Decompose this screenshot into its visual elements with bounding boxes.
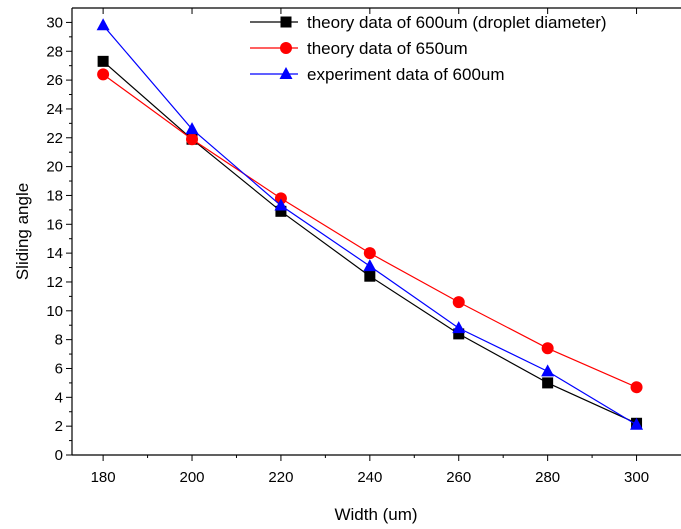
- data-point: [630, 417, 644, 430]
- data-point: [630, 381, 643, 394]
- x-tick-label: 200: [180, 469, 205, 486]
- legend-entry: theory data of 650um: [250, 39, 468, 58]
- x-tick-label: 260: [446, 469, 471, 486]
- data-point: [541, 364, 555, 377]
- x-tick-label: 280: [535, 469, 560, 486]
- data-point: [452, 296, 465, 309]
- plot-frame: [71, 7, 681, 456]
- data-point: [97, 68, 110, 81]
- y-tick-label: 0: [55, 447, 63, 464]
- series-line: [102, 73, 637, 388]
- legend-marker: [280, 42, 292, 54]
- series-1: [97, 55, 643, 429]
- y-tick-label: 20: [46, 159, 63, 176]
- x-axis: 180 200 220 240 260 280 300: [91, 8, 649, 486]
- series-3: [96, 18, 644, 430]
- legend-label: experiment data of 600um: [307, 65, 505, 84]
- legend-entry: theory data of 600um (droplet diameter): [250, 13, 607, 32]
- y-tick-label: 4: [55, 389, 63, 406]
- data-point: [274, 192, 287, 205]
- y-tick-label: 16: [46, 216, 63, 233]
- legend-marker: [280, 16, 292, 28]
- series-layer: [96, 18, 644, 430]
- data-point: [186, 133, 199, 146]
- data-point: [453, 328, 465, 340]
- data-point: [542, 377, 554, 389]
- y-axis-title: Sliding angle: [13, 183, 32, 280]
- y-tick-label: 18: [46, 187, 63, 204]
- y-tick-label: 14: [46, 245, 63, 262]
- y-tick-label: 8: [55, 332, 63, 349]
- x-axis-title: Width (um): [334, 505, 417, 524]
- y-tick-label: 12: [46, 274, 63, 291]
- y-tick-label: 2: [55, 418, 63, 435]
- data-point: [452, 321, 466, 334]
- legend-label: theory data of 600um (droplet diameter): [307, 13, 607, 32]
- y-tick-label: 28: [46, 43, 63, 60]
- series-2: [97, 68, 643, 394]
- y-tick-label: 10: [46, 303, 63, 320]
- data-point: [274, 198, 288, 211]
- data-point: [363, 247, 376, 260]
- x-tick-label: 240: [357, 469, 382, 486]
- data-point: [541, 342, 554, 355]
- y-tick-label: 26: [46, 72, 63, 89]
- legend-marker: [279, 67, 293, 79]
- data-point: [364, 270, 376, 282]
- y-tick-label: 30: [46, 14, 63, 31]
- x-tick-label: 220: [268, 469, 293, 486]
- y-tick-label: 6: [55, 360, 63, 377]
- data-point: [363, 259, 377, 272]
- y-tick-label: 24: [46, 101, 63, 118]
- legend-entry: experiment data of 600um: [250, 65, 505, 84]
- x-tick-label: 180: [91, 469, 116, 486]
- x-tick-label: 300: [624, 469, 649, 486]
- legend: theory data of 600um (droplet diameter) t…: [250, 13, 607, 84]
- y-tick-label: 22: [46, 130, 63, 147]
- data-point: [97, 55, 109, 67]
- legend-label: theory data of 650um: [307, 39, 468, 58]
- data-point: [275, 205, 287, 217]
- series-line: [102, 60, 637, 424]
- data-point: [96, 18, 110, 31]
- series-line: [102, 24, 637, 426]
- data-point: [185, 122, 199, 135]
